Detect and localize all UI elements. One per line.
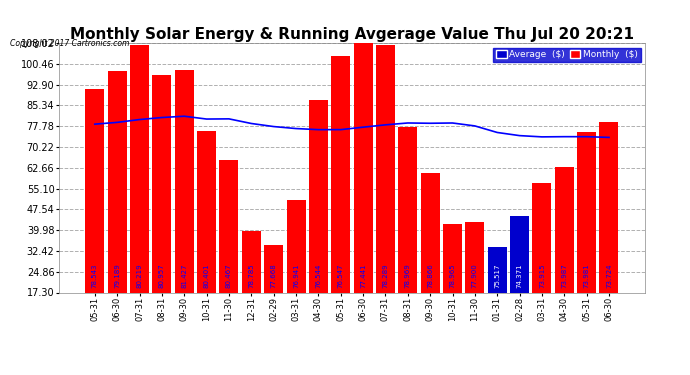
- Text: 73.981: 73.981: [584, 264, 590, 288]
- Bar: [533, 183, 551, 340]
- Bar: [398, 127, 417, 340]
- Text: 81.427: 81.427: [181, 264, 187, 288]
- Text: 74.371: 74.371: [517, 264, 522, 288]
- Text: 76.547: 76.547: [337, 264, 344, 288]
- Bar: [241, 231, 261, 340]
- Text: 80.219: 80.219: [137, 264, 143, 288]
- Legend: Average  ($), Monthly  ($): Average ($), Monthly ($): [493, 48, 640, 62]
- Text: 76.941: 76.941: [293, 264, 299, 288]
- Bar: [443, 224, 462, 340]
- Bar: [175, 70, 194, 340]
- Text: 73.915: 73.915: [539, 264, 545, 288]
- Text: 76.544: 76.544: [315, 264, 322, 288]
- Bar: [488, 248, 506, 340]
- Bar: [577, 132, 596, 340]
- Bar: [264, 245, 283, 340]
- Text: 78.866: 78.866: [427, 264, 433, 288]
- Bar: [219, 159, 239, 340]
- Bar: [331, 56, 351, 340]
- Bar: [108, 71, 127, 340]
- Title: Monthly Solar Energy & Running Avgerage Value Thu Jul 20 20:21: Monthly Solar Energy & Running Avgerage …: [70, 27, 634, 42]
- Bar: [152, 75, 171, 340]
- Text: 80.467: 80.467: [226, 264, 232, 288]
- Bar: [555, 167, 574, 340]
- Text: 78.289: 78.289: [382, 264, 388, 288]
- Text: 77.441: 77.441: [360, 264, 366, 288]
- Text: 78.543: 78.543: [92, 264, 98, 288]
- Bar: [465, 222, 484, 340]
- Text: 80.401: 80.401: [204, 264, 210, 288]
- Text: 73.724: 73.724: [606, 264, 612, 288]
- Bar: [376, 45, 395, 340]
- Text: 78.969: 78.969: [405, 264, 411, 288]
- Text: 79.189: 79.189: [114, 264, 120, 288]
- Text: 80.957: 80.957: [159, 264, 165, 288]
- Text: Copyright 2017 Cartronics.com: Copyright 2017 Cartronics.com: [10, 39, 130, 48]
- Text: 77.668: 77.668: [270, 264, 277, 288]
- Bar: [86, 89, 104, 340]
- Bar: [197, 131, 216, 340]
- Text: 73.987: 73.987: [561, 264, 567, 288]
- Text: 78.965: 78.965: [449, 264, 455, 288]
- Bar: [130, 45, 149, 340]
- Bar: [510, 216, 529, 340]
- Bar: [309, 100, 328, 340]
- Text: 75.517: 75.517: [494, 264, 500, 288]
- Bar: [353, 43, 373, 340]
- Text: 78.785: 78.785: [248, 264, 255, 288]
- Bar: [421, 173, 440, 340]
- Bar: [286, 200, 306, 340]
- Text: 77.900: 77.900: [472, 264, 478, 288]
- Bar: [600, 122, 618, 340]
